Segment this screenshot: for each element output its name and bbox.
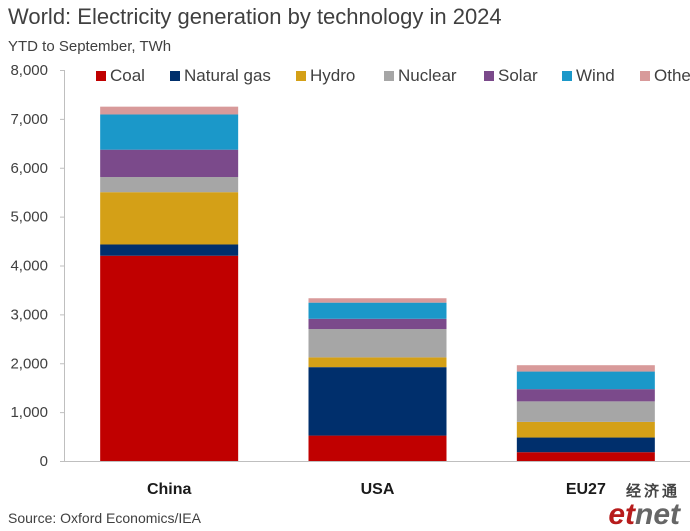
bar-eu27-hydro [516, 421, 655, 438]
logo-chinese-text: 经济通 [625, 483, 680, 500]
bar-eu27-other [516, 365, 655, 372]
bar-eu27-nuclear [516, 401, 655, 422]
bar-eu27-coal [516, 452, 655, 461]
bar-usa-other [308, 298, 447, 303]
y-tick-label: 0 [40, 453, 48, 470]
logo-net: net [635, 498, 680, 531]
bar-china-natural-gas [100, 244, 239, 256]
bar-eu27-natural-gas [516, 437, 655, 453]
y-tick-label: 5,000 [10, 209, 48, 226]
bar-eu27-solar [516, 389, 655, 402]
x-tick-label: EU27 [566, 481, 606, 498]
logo-et: et [608, 498, 635, 531]
bar-usa-solar [308, 318, 447, 330]
y-tick-label: 1,000 [10, 404, 48, 421]
legend-swatch-other [640, 71, 650, 81]
bar-eu27-wind [516, 371, 655, 390]
bar-china-coal [100, 255, 239, 461]
etnet-logo: 经济通 etnet [608, 480, 680, 531]
chart-title: World: Electricity generation by technol… [8, 4, 502, 29]
bar-china-hydro [100, 192, 239, 245]
legend-swatch-natural-gas [170, 71, 180, 81]
source-note: Source: Oxford Economics/IEA [8, 510, 201, 526]
x-tick-label: USA [361, 481, 395, 498]
legend-label-nuclear: Nuclear [398, 66, 457, 85]
legend-label-coal: Coal [110, 66, 145, 85]
legend-label-other: Other [654, 66, 690, 85]
legend-label-solar: Solar [498, 66, 538, 85]
logo-wordmark: etnet [608, 498, 680, 531]
bar-usa-wind [308, 302, 447, 319]
legend-swatch-coal [96, 71, 106, 81]
legend-swatch-hydro [296, 71, 306, 81]
y-tick-label: 3,000 [10, 306, 48, 323]
y-tick-label: 8,000 [10, 62, 48, 79]
legend-label-wind: Wind [576, 66, 615, 85]
bar-china-other [100, 106, 239, 115]
chart-subtitle: YTD to September, TWh [8, 38, 172, 55]
legend-swatch-nuclear [384, 71, 394, 81]
bar-usa-coal [308, 435, 447, 461]
y-tick-label: 7,000 [10, 111, 48, 128]
legend-label-hydro: Hydro [310, 66, 355, 85]
bar-china-wind [100, 114, 239, 150]
y-tick-label: 6,000 [10, 160, 48, 177]
y-tick-label: 4,000 [10, 258, 48, 275]
x-tick-label: China [147, 481, 192, 498]
bar-usa-nuclear [308, 329, 447, 358]
legend-swatch-wind [562, 71, 572, 81]
legend-label-natural-gas: Natural gas [184, 66, 271, 85]
bar-usa-natural-gas [308, 367, 447, 436]
bar-china-nuclear [100, 177, 239, 193]
y-tick-label: 2,000 [10, 355, 48, 372]
legend-swatch-solar [484, 71, 494, 81]
bar-china-solar [100, 149, 239, 178]
bar-usa-hydro [308, 357, 447, 368]
